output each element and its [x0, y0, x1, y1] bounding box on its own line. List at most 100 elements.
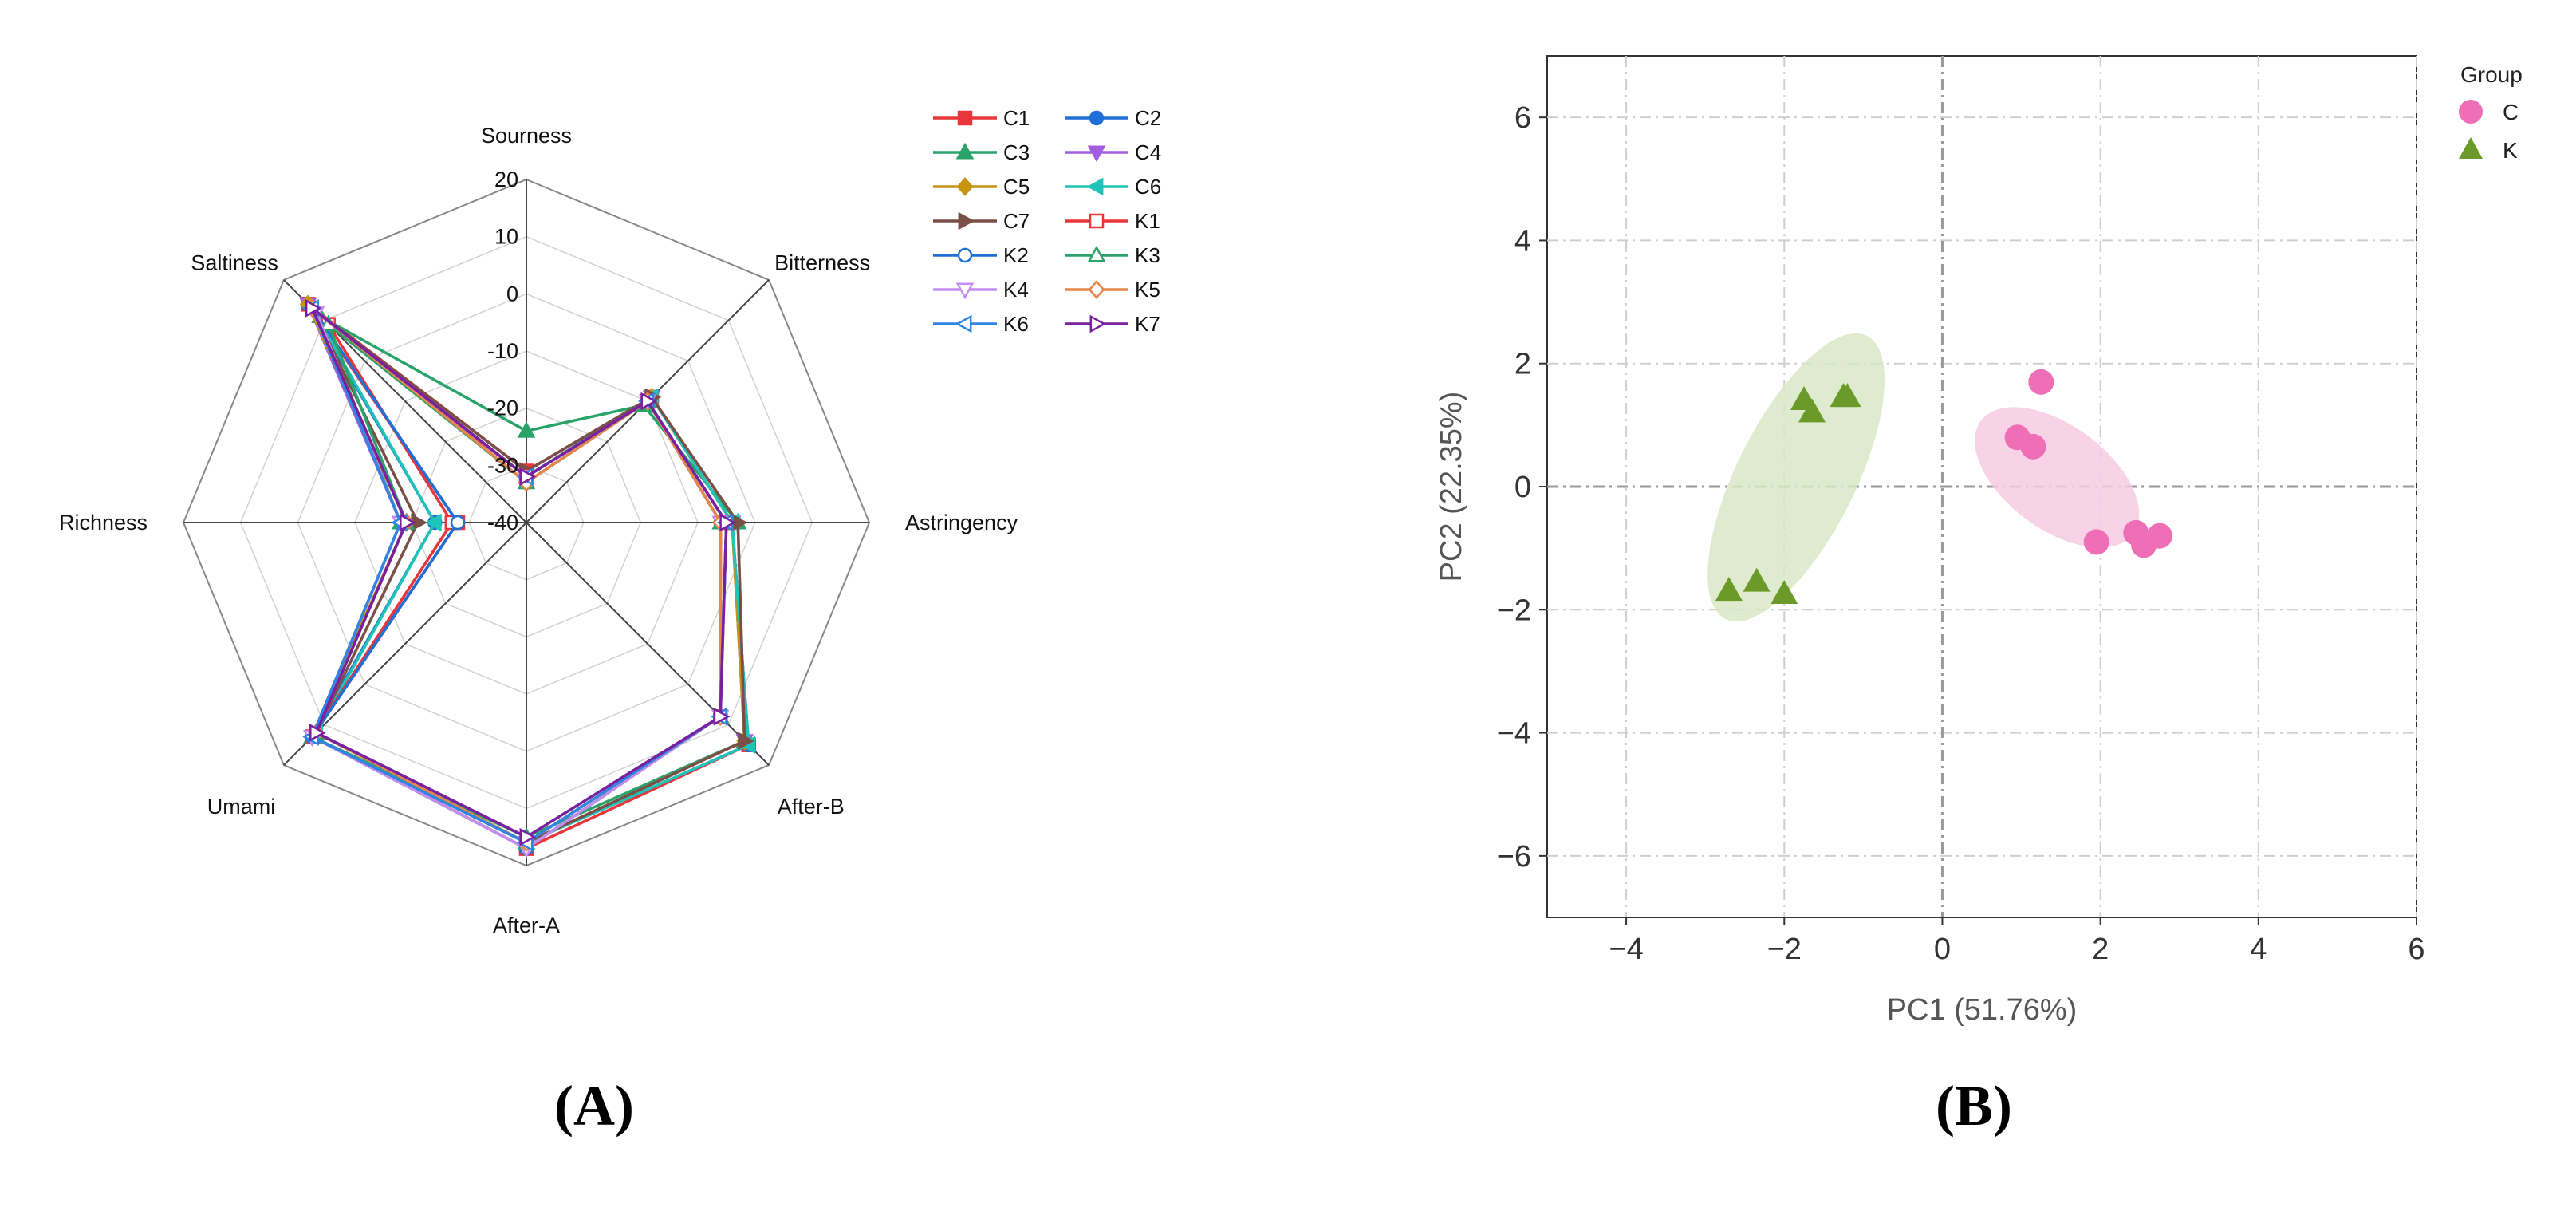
legend-item-c3: C3: [933, 140, 1030, 164]
radar-tick-label: 0: [506, 282, 518, 306]
pca-y-tick-label: 4: [1514, 224, 1531, 258]
legend-marker: [1086, 177, 1104, 196]
legend-item-c4: C4: [1065, 140, 1161, 164]
pca-legend-label: C: [2503, 100, 2519, 124]
legend-label: C7: [1003, 209, 1030, 233]
pca-legend-label: K: [2503, 138, 2518, 163]
radar-point-k7: [719, 513, 737, 532]
pca-point-c: [2146, 523, 2172, 549]
radar-axis-label-bitterness: Bitterness: [774, 251, 870, 275]
radar-spoke: [283, 522, 527, 766]
radar-axis-label-after-a: After-A: [493, 913, 560, 937]
radar-tick-label: 20: [494, 168, 518, 191]
pca-point-k: [1771, 580, 1798, 604]
legend-item-k6: K6: [933, 312, 1029, 336]
radar-series-group: [298, 294, 756, 858]
radar-point-k7: [640, 392, 658, 411]
radar-chart: 20 10 0 -10 -20 -30 -40 Sourness Bitterness Astr…: [59, 106, 1161, 937]
legend-label: K2: [1003, 243, 1029, 267]
pca-point-k: [1798, 398, 1826, 423]
legend-marker: [1089, 110, 1105, 126]
radar-axis-label-umami: Umami: [207, 795, 276, 819]
legend-item-k3: K3: [1065, 243, 1160, 267]
pca-x-tick-label: −2: [1767, 933, 1802, 966]
legend-label: C3: [1003, 140, 1030, 164]
radar-tick-label: -20: [487, 396, 518, 420]
legend-label: K7: [1135, 312, 1160, 336]
pca-grid: [1547, 56, 2417, 917]
legend-label: C6: [1135, 175, 1161, 199]
legend-label: K5: [1135, 278, 1160, 302]
pca-legend-item-k: K: [2459, 137, 2518, 163]
legend-item-k2: K2: [933, 243, 1029, 267]
pca-points: [1715, 369, 2172, 604]
legend-item-c5: C5: [933, 175, 1030, 199]
pca-x-axis-label: PC1 (51.76%): [1887, 993, 2078, 1027]
radar-legend: C1 C2 C3 C4 C5 C6 C7 K1 K2 K3 K4 K5 K6 K7: [933, 106, 1161, 336]
pca-point-c: [2020, 433, 2046, 460]
radar-axis-labels: Sourness Bitterness Astringency After-B Afte…: [59, 124, 1018, 937]
legend-item-c2: C2: [1065, 106, 1161, 130]
legend-item-c1: C1: [933, 106, 1030, 130]
panel-label-a: (A): [554, 1074, 634, 1138]
radar-tick-label: 10: [494, 225, 518, 249]
radar-tick-label: -10: [487, 339, 518, 363]
legend-marker: [1089, 314, 1107, 333]
legend-label: C1: [1003, 106, 1030, 130]
legend-label: K3: [1135, 243, 1160, 267]
legend-label: K6: [1003, 312, 1029, 336]
radar-point-k7: [305, 299, 322, 318]
legend-label: C4: [1135, 140, 1161, 164]
legend-marker: [955, 142, 975, 160]
radar-axis-label-richness: Richness: [59, 511, 148, 534]
legend-marker: [1089, 213, 1105, 229]
pca-legend-item-c: C: [2459, 100, 2519, 124]
radar-spoke: [526, 522, 770, 766]
radar-tick-label: -40: [487, 511, 518, 534]
pca-point-k: [1715, 577, 1743, 602]
legend-marker: [1088, 280, 1105, 299]
legend-item-k7: K7: [1065, 312, 1160, 336]
pca-x-tick-label: −4: [1609, 933, 1643, 966]
pca-legend: Group CK: [2459, 62, 2523, 163]
legend-label: C2: [1135, 106, 1161, 130]
legend-item-c6: C6: [1065, 175, 1161, 199]
pca-legend-marker: [2459, 100, 2483, 124]
legend-label: K4: [1003, 278, 1029, 302]
legend-label: K1: [1135, 209, 1160, 233]
legend-marker: [958, 211, 975, 231]
legend-marker: [955, 282, 975, 300]
legend-item-k5: K5: [1065, 278, 1160, 302]
radar-point-k2: [450, 515, 466, 531]
radar-point-c7: [738, 732, 754, 751]
legend-label: C5: [1003, 175, 1030, 199]
pca-x-tick-label: 6: [2408, 933, 2424, 966]
pca-legend-marker: [2459, 137, 2483, 159]
radar-axis-label-saltiness: Saltiness: [191, 251, 278, 275]
radar-line-k7: [310, 306, 728, 838]
radar-point-k7: [713, 707, 731, 726]
radar-point-k7: [519, 467, 537, 487]
radar-point-k7: [400, 513, 416, 532]
radar-axis-label-sourness: Sourness: [481, 124, 572, 148]
pca-scatter-chart: −4 −2 0 2 4 6 −6 −4 −2 0 2 4 6 PC1 (51.76%) PC2 (22.…: [1435, 55, 2523, 1027]
radar-tick-label: -30: [487, 453, 518, 477]
legend-marker: [955, 314, 972, 333]
legend-marker: [1087, 245, 1106, 262]
radar-point-k7: [519, 827, 537, 846]
legend-marker: [1087, 145, 1106, 163]
pca-y-tick-label: 2: [1514, 348, 1531, 381]
radar-point-k7: [309, 724, 326, 742]
legend-item-k4: K4: [933, 278, 1029, 302]
pca-legend-title: Group: [2460, 62, 2523, 87]
pca-x-tick-label: 4: [2250, 933, 2267, 966]
legend-marker: [956, 177, 974, 196]
pca-y-axis-label: PC2 (22.35%): [1435, 392, 1468, 582]
pca-tick-labels: −4 −2 0 2 4 6 −6 −4 −2 0 2 4 6: [1497, 101, 2425, 966]
radar-point-c6: [425, 513, 442, 532]
legend-marker: [957, 247, 973, 263]
legend-marker: [957, 110, 973, 126]
pca-y-tick-label: 0: [1514, 471, 1531, 504]
pca-y-tick-label: −2: [1497, 594, 1531, 627]
